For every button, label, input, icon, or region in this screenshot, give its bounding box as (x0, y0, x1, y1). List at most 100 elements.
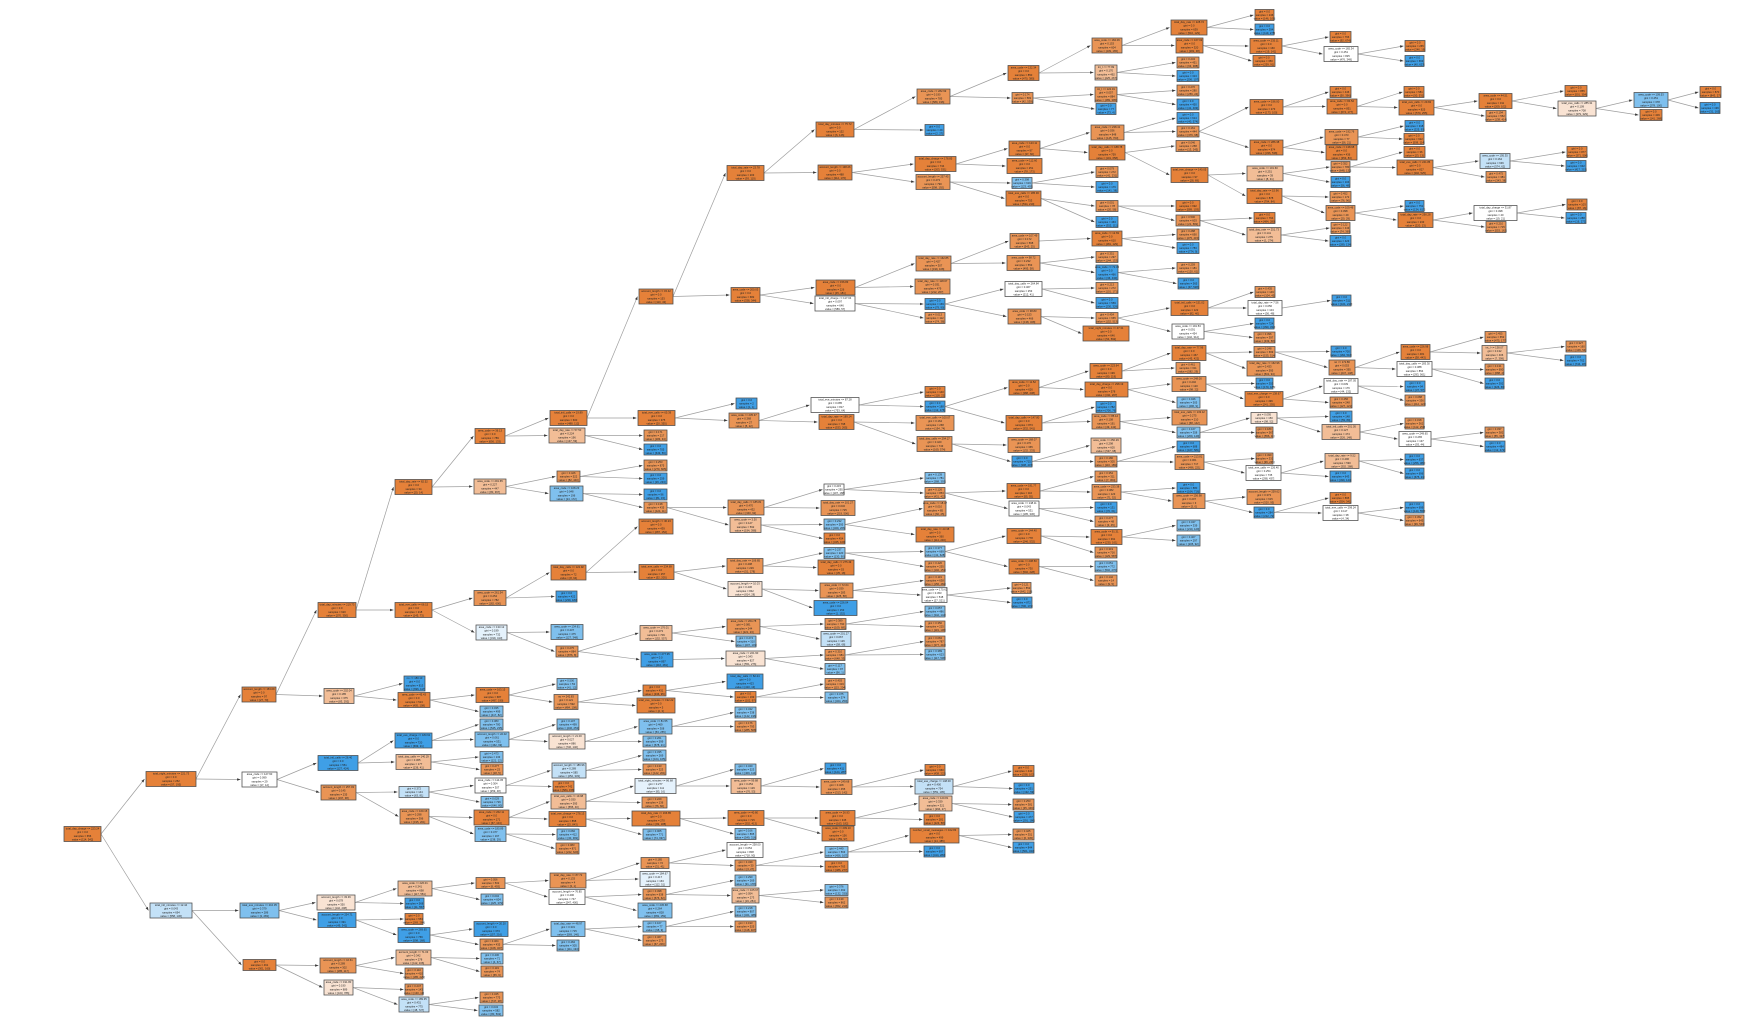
svg-text:gini = 0.0: gini = 0.0 (1184, 304, 1195, 308)
svg-text:gini = 0.050: gini = 0.050 (1258, 304, 1272, 308)
svg-text:gini = 0.0: gini = 0.0 (1335, 235, 1346, 239)
svg-text:gini = 0.127: gini = 0.127 (1334, 428, 1348, 432)
svg-text:gini = 0.215: gini = 0.215 (827, 484, 841, 488)
svg-text:gini = 0.0: gini = 0.0 (1261, 144, 1272, 148)
svg-text:samples = 652: samples = 652 (1487, 335, 1505, 339)
svg-text:value = [73, 4]: value = [73, 4] (1098, 111, 1115, 115)
svg-text:gini = 0.456: gini = 0.456 (1334, 397, 1348, 401)
svg-text:value = [184, 516]: value = [184, 516] (1330, 353, 1352, 357)
svg-text:samples = 177: samples = 177 (405, 762, 423, 766)
svg-text:samples = 825: samples = 825 (1332, 54, 1350, 58)
svg-text:samples = 725: samples = 725 (829, 508, 847, 512)
svg-text:value = [230, 161]: value = [230, 161] (1096, 541, 1118, 545)
svg-text:samples = 463: samples = 463 (1098, 220, 1116, 224)
svg-text:gini = 0.176: gini = 0.176 (739, 721, 753, 725)
svg-text:gini = 0.185: gini = 0.185 (648, 857, 662, 861)
svg-text:value = [230, 329]: value = [230, 329] (1096, 305, 1118, 309)
svg-text:gini = 0.500: gini = 0.500 (1181, 215, 1195, 219)
svg-text:value = [484, 280]: value = [484, 280] (1254, 220, 1276, 224)
svg-text:gini = 0.0: gini = 0.0 (1102, 181, 1113, 185)
svg-text:samples = 49: samples = 49 (1332, 213, 1349, 217)
svg-text:samples = 136: samples = 136 (646, 801, 664, 805)
svg-text:samples = 244: samples = 244 (735, 626, 753, 630)
svg-text:gini = 0.207: gini = 0.207 (1182, 497, 1196, 501)
svg-text:samples = 432: samples = 432 (737, 507, 755, 511)
svg-text:samples = 730: samples = 730 (1015, 566, 1033, 570)
svg-text:samples = 272: samples = 272 (1098, 286, 1116, 290)
svg-text:gini = 0.432: gini = 0.432 (739, 707, 753, 711)
svg-text:value = [19, 141]: value = [19, 141] (1256, 50, 1276, 54)
svg-text:samples = 477: samples = 477 (1015, 815, 1033, 819)
svg-text:value = [520, 95]: value = [520, 95] (1254, 501, 1274, 505)
svg-text:value = [91, 178]: value = [91, 178] (736, 882, 756, 886)
svg-text:gini = 0.0: gini = 0.0 (1183, 441, 1194, 445)
svg-text:gini = 0.452: gini = 0.452 (1334, 191, 1348, 195)
svg-text:gini = 0.0: gini = 0.0 (1183, 70, 1194, 74)
svg-text:value = [50, 396]: value = [50, 396] (1331, 94, 1351, 98)
svg-text:gini = 0.0: gini = 0.0 (1335, 471, 1346, 475)
svg-text:total_day_rate <= 189.14: total_day_rate <= 189.14 (822, 414, 852, 418)
svg-text:value = [814, 28]: value = [814, 28] (735, 593, 755, 597)
svg-text:samples = 782: samples = 782 (1097, 405, 1115, 409)
svg-text:gini = 0.0: gini = 0.0 (408, 483, 419, 487)
svg-text:value = [60, 25]: value = [60, 25] (926, 512, 945, 516)
svg-text:gini = 0.0: gini = 0.0 (1019, 783, 1030, 787)
svg-text:gini = 0.475: gini = 0.475 (830, 692, 844, 696)
svg-text:value = [152, 557]: value = [152, 557] (645, 637, 667, 641)
svg-text:gini = 0.467: gini = 0.467 (1017, 285, 1031, 289)
svg-text:total_intl_calls <= 19.89: total_intl_calls <= 19.89 (554, 410, 583, 414)
svg-text:gini = 0.0: gini = 0.0 (1571, 85, 1582, 89)
svg-text:area_code <= 233.38: area_code <= 233.38 (1094, 484, 1120, 488)
svg-text:value = [98, 22]: value = [98, 22] (1180, 388, 1199, 392)
svg-text:total_day_minutes <= 75.72: total_day_minutes <= 75.72 (818, 122, 852, 126)
svg-text:value = [259, 91]: value = [259, 91] (1254, 63, 1274, 67)
svg-text:gini = 0.0: gini = 0.0 (1019, 145, 1030, 149)
svg-text:samples = 522: samples = 522 (560, 475, 578, 479)
svg-text:gini = 0.0: gini = 0.0 (1018, 195, 1029, 199)
svg-text:samples = 848: samples = 848 (1099, 132, 1117, 136)
svg-text:gini = 0.376: gini = 0.376 (830, 884, 844, 888)
svg-text:gini = 0.053: gini = 0.053 (1335, 364, 1349, 368)
svg-text:value = [699, 21]: value = [699, 21] (404, 744, 424, 748)
svg-text:gini = 0.088: gini = 0.088 (1408, 395, 1422, 399)
svg-text:samples = 781: samples = 781 (926, 476, 944, 480)
svg-text:value = [302, 413]: value = [302, 413] (735, 822, 757, 826)
svg-text:area_code <= 223.64: area_code <= 223.64 (1093, 363, 1119, 367)
svg-text:samples = 140: samples = 140 (926, 390, 944, 394)
svg-text:samples = 34: samples = 34 (405, 487, 422, 491)
svg-text:gini = 0.224: gini = 0.224 (560, 432, 574, 436)
svg-text:samples = 764: samples = 764 (1256, 216, 1274, 220)
svg-text:gini = 0.061: gini = 0.061 (485, 736, 499, 740)
svg-text:samples = 505: samples = 505 (1180, 401, 1198, 405)
svg-text:value = [80, 367]: value = [80, 367] (480, 490, 500, 494)
svg-text:samples = 690: samples = 690 (1179, 233, 1197, 237)
svg-text:value = [124, 287]: value = [124, 287] (825, 770, 847, 774)
svg-text:value = [390, 334]: value = [390, 334] (1254, 325, 1276, 329)
svg-text:gini = 0.439: gini = 0.439 (739, 860, 753, 864)
svg-text:samples = 149: samples = 149 (1256, 290, 1274, 294)
svg-text:samples = 855: samples = 855 (1567, 89, 1585, 93)
svg-text:value = [294, 27]: value = [294, 27] (926, 807, 946, 811)
svg-text:gini = 0.0: gini = 0.0 (1572, 199, 1583, 203)
svg-text:value = [212, 124]: value = [212, 124] (1404, 402, 1426, 406)
svg-text:value = [339, 58]: value = [339, 58] (1255, 339, 1275, 343)
svg-text:total_eve_charge <= 183.91: total_eve_charge <= 183.91 (397, 733, 431, 737)
svg-text:gini = 0.0: gini = 0.0 (1409, 120, 1420, 124)
svg-text:gini = 0.0: gini = 0.0 (740, 678, 751, 682)
svg-text:account_length <= 257.45: account_length <= 257.45 (917, 174, 949, 178)
svg-text:value = [225, 58]: value = [225, 58] (827, 594, 847, 598)
svg-text:account_length <= 259.62: account_length <= 259.62 (1248, 489, 1280, 493)
svg-text:value = [414, 283]: value = [414, 283] (924, 853, 946, 857)
svg-text:value = [170, 185]: value = [170, 185] (1254, 385, 1276, 389)
svg-text:gini = 0.0: gini = 0.0 (1017, 597, 1028, 601)
svg-text:samples = 880: samples = 880 (1180, 486, 1198, 490)
svg-text:value = [141, 38]: value = [141, 38] (1097, 189, 1117, 193)
svg-text:samples = 854: samples = 854 (1406, 369, 1424, 373)
svg-text:gini = 0.372: gini = 0.372 (407, 786, 421, 790)
svg-text:samples = 235: samples = 235 (330, 792, 348, 796)
svg-text:samples = 339: samples = 339 (1180, 524, 1198, 528)
svg-text:gini = 0.032: gini = 0.032 (831, 504, 845, 508)
svg-text:gini = 0.0: gini = 0.0 (1019, 162, 1030, 166)
svg-text:samples = 622: samples = 622 (1405, 137, 1423, 141)
svg-text:value = [246, 19]: value = [246, 19] (1405, 48, 1425, 52)
